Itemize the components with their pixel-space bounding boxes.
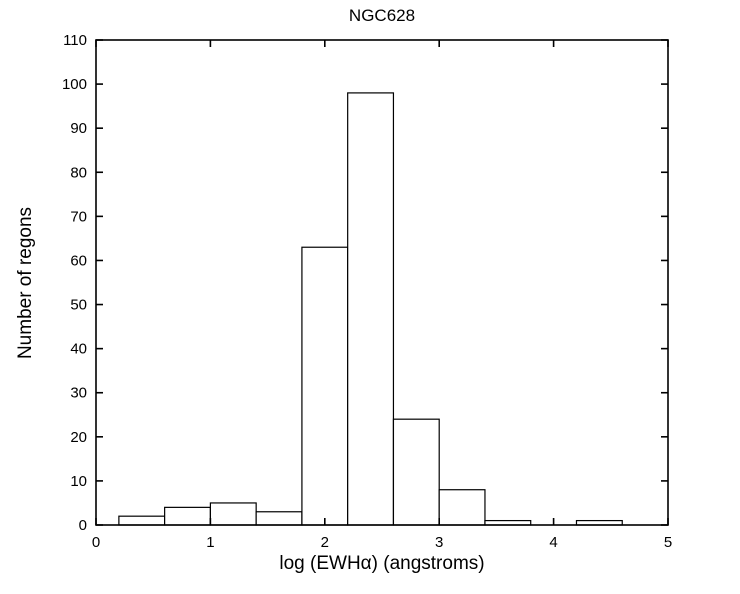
y-tick-label: 20 <box>70 429 87 446</box>
x-tick-label: 5 <box>664 534 672 551</box>
histogram-bar <box>255 511 303 526</box>
histogram-bar <box>301 246 349 526</box>
histogram-bar <box>209 502 257 526</box>
histogram-bar <box>392 418 440 526</box>
y-tick-label: 100 <box>62 76 87 93</box>
plot-box <box>95 39 669 526</box>
x-tick-label: 4 <box>549 534 557 551</box>
y-tick-label: 0 <box>79 517 87 534</box>
y-tick-label: 10 <box>70 473 87 490</box>
y-tick-label: 60 <box>70 252 87 269</box>
histogram-bar <box>438 489 486 526</box>
y-tick-label: 40 <box>70 341 87 358</box>
x-tick-label: 3 <box>435 534 443 551</box>
histogram-bar <box>118 515 166 526</box>
x-tick-label: 0 <box>92 534 100 551</box>
x-axis-label: log (EWHα) (angstroms) <box>279 553 485 574</box>
histogram-bar <box>347 92 395 526</box>
y-tick-label: 80 <box>70 164 87 181</box>
y-tick-label: 50 <box>70 297 87 314</box>
y-tick-label: 90 <box>70 120 87 137</box>
x-tick-label: 2 <box>321 534 329 551</box>
chart-title: NGC628 <box>348 6 416 25</box>
histogram-bar <box>164 506 211 526</box>
y-tick-label: 30 <box>70 385 87 402</box>
x-tick-label: 1 <box>206 534 214 551</box>
y-tick-label: 70 <box>70 208 87 225</box>
y-tick-label: 110 <box>63 32 87 49</box>
